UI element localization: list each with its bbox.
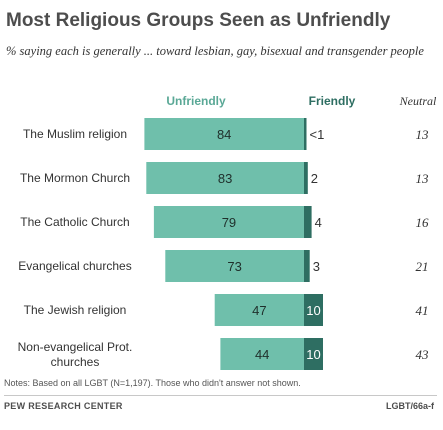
friendly-value-label: 10 — [306, 347, 320, 362]
friendly-bar — [304, 338, 323, 370]
friendly-bar — [304, 162, 308, 194]
neutral-value-label: 21 — [416, 259, 429, 274]
friendly-bar — [304, 206, 312, 238]
neutral-value-label: 13 — [416, 171, 430, 186]
header-neutral: Neutral — [399, 94, 437, 108]
friendly-bar — [304, 250, 310, 282]
notes: Notes: Based on all LGBT (N=1,197). Thos… — [4, 378, 301, 388]
category-label: The Jewish religion — [24, 303, 127, 317]
category-label: The Mormon Church — [20, 171, 130, 185]
source-label: PEW RESEARCH CENTER — [4, 401, 123, 411]
neutral-value-label: 41 — [416, 303, 429, 318]
unfriendly-bar — [220, 338, 304, 370]
friendly-value-label: 4 — [315, 215, 322, 230]
bar-chart: Unfriendly Friendly Neutral The Muslim r… — [18, 94, 437, 370]
unfriendly-bar — [146, 162, 304, 194]
chart-title: Most Religious Groups Seen as Unfriendly — [6, 10, 391, 31]
unfriendly-value-label: 44 — [255, 347, 269, 362]
unfriendly-value-label: 47 — [252, 303, 266, 318]
header-friendly: Friendly — [309, 94, 356, 108]
unfriendly-value-label: 73 — [227, 259, 241, 274]
header-unfriendly: Unfriendly — [166, 94, 226, 108]
unfriendly-bar — [214, 294, 304, 326]
unfriendly-value-label: 84 — [217, 127, 231, 142]
category-label: Non-evangelical Prot. churches — [18, 340, 133, 369]
report-code: LGBT/66a-f — [385, 401, 434, 411]
friendly-value-label: 2 — [311, 171, 318, 186]
neutral-value-label: 16 — [416, 215, 430, 230]
friendly-value-label: 10 — [306, 303, 320, 318]
unfriendly-bar — [144, 118, 304, 150]
neutral-value-label: 13 — [416, 127, 430, 142]
unfriendly-value-label: 79 — [222, 215, 236, 230]
chart-subtitle: % saying each is generally ... toward le… — [6, 44, 424, 58]
friendly-bar — [304, 294, 323, 326]
unfriendly-bar — [153, 206, 304, 238]
unfriendly-bar — [165, 250, 304, 282]
friendly-bar — [304, 118, 307, 150]
neutral-value-label: 43 — [416, 347, 430, 362]
unfriendly-value-label: 83 — [218, 171, 232, 186]
category-label: The Muslim religion — [23, 127, 127, 141]
friendly-value-label: 3 — [313, 259, 320, 274]
footer-divider — [4, 395, 437, 396]
category-label: The Catholic Church — [20, 215, 129, 229]
friendly-value-label: <1 — [310, 127, 325, 142]
category-label: Evangelical churches — [18, 259, 131, 273]
